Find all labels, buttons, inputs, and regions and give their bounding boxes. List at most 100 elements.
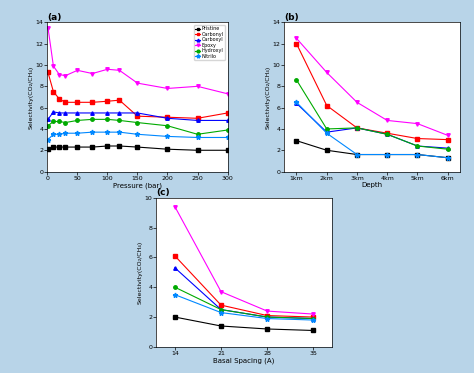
Carbonyl [225,111,230,115]
Text: (a): (a) [47,13,62,22]
Epoxy [195,84,201,88]
Line: Pristine: Pristine [173,315,315,332]
Pristine [324,148,329,153]
Carbonyl [56,97,62,101]
Hydroxyl [445,147,450,151]
Pristine [90,145,95,149]
Carboxyl [51,110,56,114]
Carboxyl [105,111,110,115]
Carboxyl [415,144,420,148]
Carbonyl [445,137,450,142]
Hydroxyl [218,307,224,312]
Pristine [135,145,140,149]
Line: Carbonyl: Carbonyl [295,42,449,141]
Line: Pristine: Pristine [295,139,449,160]
Nitrilo [445,156,450,160]
Nitrilo [415,152,420,157]
Carbonyl [415,136,420,141]
Pristine [445,156,450,160]
Pristine [164,147,170,151]
Epoxy [415,121,420,126]
Pristine [172,315,178,319]
Carboxyl [164,116,170,120]
Nitrilo [105,130,110,134]
Carbonyl [218,303,224,307]
Epoxy [164,86,170,91]
Hydroxyl [384,132,390,137]
Y-axis label: Selectivity(CO₂/CH₄): Selectivity(CO₂/CH₄) [138,241,143,304]
Carboxyl [218,307,224,312]
Line: Hydroxyl: Hydroxyl [173,285,315,320]
Carboxyl [117,111,122,115]
Pristine [195,148,201,153]
X-axis label: Basal Spacing (A): Basal Spacing (A) [213,357,275,364]
Legend: Pristine, Carbonyl, Carboxyl, Epoxy, Hydroxyl, Nitrilo: Pristine, Carbonyl, Carboxyl, Epoxy, Hyd… [194,25,225,60]
Hydroxyl [354,126,360,130]
Hydroxyl [117,118,122,123]
Hydroxyl [172,285,178,289]
Carboxyl [225,118,230,123]
Line: Carboxyl: Carboxyl [46,110,229,122]
Carbonyl [164,115,170,119]
Nitrilo [135,132,140,137]
Hydroxyl [294,78,300,82]
Epoxy [294,36,300,41]
Hydroxyl [135,120,140,125]
Nitrilo [90,130,95,134]
Line: Carboxyl: Carboxyl [295,101,449,150]
Line: Pristine: Pristine [46,144,229,152]
Hydroxyl [415,144,420,148]
Text: (c): (c) [156,188,170,197]
Nitrilo [310,318,316,322]
Pristine [384,152,390,157]
Pristine [218,324,224,328]
Epoxy [105,67,110,72]
Hydroxyl [225,128,230,132]
Epoxy [384,118,390,123]
Carboxyl [90,111,95,115]
Pristine [294,138,300,143]
Hydroxyl [63,120,68,125]
Pristine [105,144,110,148]
Carbonyl [310,315,316,319]
Epoxy [354,100,360,104]
Line: Nitrilo: Nitrilo [46,130,230,142]
Hydroxyl [56,119,62,124]
Line: Carbonyl: Carbonyl [46,71,229,120]
Carbonyl [384,131,390,135]
Nitrilo [74,131,80,135]
Carbonyl [90,100,95,104]
Text: (b): (b) [284,13,299,22]
Nitrilo [294,100,300,104]
Line: Epoxy: Epoxy [46,26,229,95]
Carboxyl [195,118,201,123]
Pristine [415,152,420,157]
Line: Epoxy: Epoxy [173,205,315,316]
Carboxyl [74,111,80,115]
Carboxyl [45,117,51,122]
Hydroxyl [310,316,316,321]
Nitrilo [56,132,62,137]
Pristine [45,147,51,151]
X-axis label: Depth: Depth [362,182,383,188]
Carbonyl [294,41,300,46]
Line: Carbonyl: Carbonyl [173,254,315,319]
Carboxyl [310,316,316,321]
Epoxy [324,70,329,75]
Carboxyl [135,111,140,115]
Pristine [74,145,80,149]
Epoxy [225,91,230,96]
Epoxy [45,25,51,30]
Carboxyl [445,146,450,150]
Epoxy [218,289,224,294]
Line: Epoxy: Epoxy [295,37,449,137]
Pristine [117,144,122,148]
Carboxyl [172,266,178,270]
Hydroxyl [264,315,270,319]
Pristine [310,328,316,333]
Epoxy [172,204,178,209]
Epoxy [135,81,140,85]
Nitrilo [324,131,329,135]
Carbonyl [172,254,178,258]
Epoxy [56,72,62,77]
